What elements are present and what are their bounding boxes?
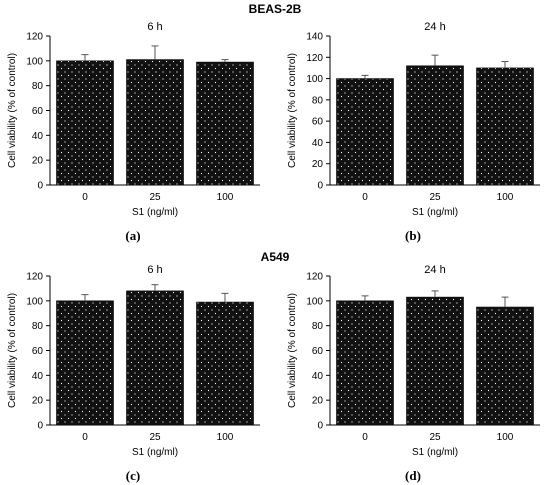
y-tick-label: 120 xyxy=(306,53,323,64)
bar xyxy=(406,296,464,426)
y-tick-label: 0 xyxy=(317,181,323,192)
y-axis-label: Cell viability (% of control) xyxy=(287,293,298,408)
chart-panel: 6 h 0 20 40 60 80 100 120 Cell viability (% of c… xyxy=(7,264,260,483)
panel-label: (c) xyxy=(126,468,140,483)
y-tick-label: 80 xyxy=(312,321,324,332)
y-tick-label: 100 xyxy=(26,296,43,307)
y-tick-label: 80 xyxy=(32,81,44,92)
bar xyxy=(336,300,394,426)
section-title-beas-2b: BEAS-2B xyxy=(249,2,302,16)
panel-label: (a) xyxy=(125,228,140,243)
y-tick-label: 40 xyxy=(312,371,324,382)
y-tick-label: 100 xyxy=(26,56,43,67)
chart-title: 24 h xyxy=(424,21,445,33)
x-tick-label: 100 xyxy=(217,432,234,443)
panel-label: (b) xyxy=(405,228,421,243)
y-axis-label: Cell viability (% of control) xyxy=(7,53,18,168)
x-tick-label: 0 xyxy=(362,432,368,443)
x-axis-label: S1 (ng/ml) xyxy=(412,207,458,218)
y-tick-label: 0 xyxy=(37,421,43,432)
y-tick-label: 20 xyxy=(32,396,44,407)
x-tick-label: 100 xyxy=(217,192,234,203)
y-tick-label: 100 xyxy=(306,74,323,85)
y-tick-label: 60 xyxy=(32,106,44,117)
y-tick-label: 40 xyxy=(32,371,44,382)
chart-title: 6 h xyxy=(147,264,162,276)
chart-panel: 24 h 0 20 40 60 80 100 120 Cell viability (% of … xyxy=(287,264,540,483)
section-title-a549: A549 xyxy=(261,250,290,264)
bar xyxy=(406,65,464,186)
x-tick-label: 25 xyxy=(149,192,161,203)
y-axis-label: Cell viability (% of control) xyxy=(7,293,18,408)
y-tick-label: 0 xyxy=(37,181,43,192)
y-tick-label: 20 xyxy=(32,156,44,167)
bar xyxy=(196,61,254,186)
bar xyxy=(196,301,254,426)
y-tick-label: 120 xyxy=(26,272,43,283)
x-tick-label: 0 xyxy=(82,192,88,203)
chart-panel: 6 h 0 20 40 60 80 100 120 Cell viability (% of c… xyxy=(7,21,260,243)
x-tick-label: 100 xyxy=(497,432,514,443)
y-tick-label: 80 xyxy=(312,95,324,106)
chart-panels: 6 h 0 20 40 60 80 100 120 Cell viability (% of c… xyxy=(7,21,540,483)
y-tick-label: 60 xyxy=(312,346,324,357)
y-tick-label: 20 xyxy=(312,396,324,407)
bar xyxy=(56,300,114,426)
x-tick-label: 25 xyxy=(149,432,161,443)
y-tick-label: 140 xyxy=(306,32,323,43)
x-tick-label: 0 xyxy=(82,432,88,443)
chart-title: 6 h xyxy=(147,21,162,33)
chart-title: 24 h xyxy=(424,264,445,276)
y-tick-label: 60 xyxy=(32,346,44,357)
bar xyxy=(126,290,184,426)
bar xyxy=(56,60,114,186)
x-tick-label: 25 xyxy=(429,432,441,443)
x-tick-label: 100 xyxy=(497,192,514,203)
y-tick-label: 100 xyxy=(306,296,323,307)
y-tick-label: 20 xyxy=(312,159,324,170)
bar xyxy=(476,67,534,186)
x-axis-label: S1 (ng/ml) xyxy=(412,447,458,458)
y-tick-label: 40 xyxy=(32,131,44,142)
x-axis-label: S1 (ng/ml) xyxy=(132,207,178,218)
chart-panel: 24 h 0 20 40 60 80 100 120 140 Cell viability (% … xyxy=(287,21,540,243)
y-tick-label: 120 xyxy=(306,272,323,283)
x-axis-label: S1 (ng/ml) xyxy=(132,447,178,458)
panel-label: (d) xyxy=(405,468,421,483)
y-tick-label: 40 xyxy=(312,138,324,149)
y-tick-label: 80 xyxy=(32,321,44,332)
y-tick-label: 120 xyxy=(26,32,43,43)
y-tick-label: 0 xyxy=(317,421,323,432)
bar xyxy=(476,306,534,426)
x-tick-label: 0 xyxy=(362,192,368,203)
y-axis-label: Cell viability (% of control) xyxy=(287,53,298,168)
bar xyxy=(126,59,184,186)
x-tick-label: 25 xyxy=(429,192,441,203)
y-tick-label: 60 xyxy=(312,117,324,128)
bar xyxy=(336,78,394,186)
